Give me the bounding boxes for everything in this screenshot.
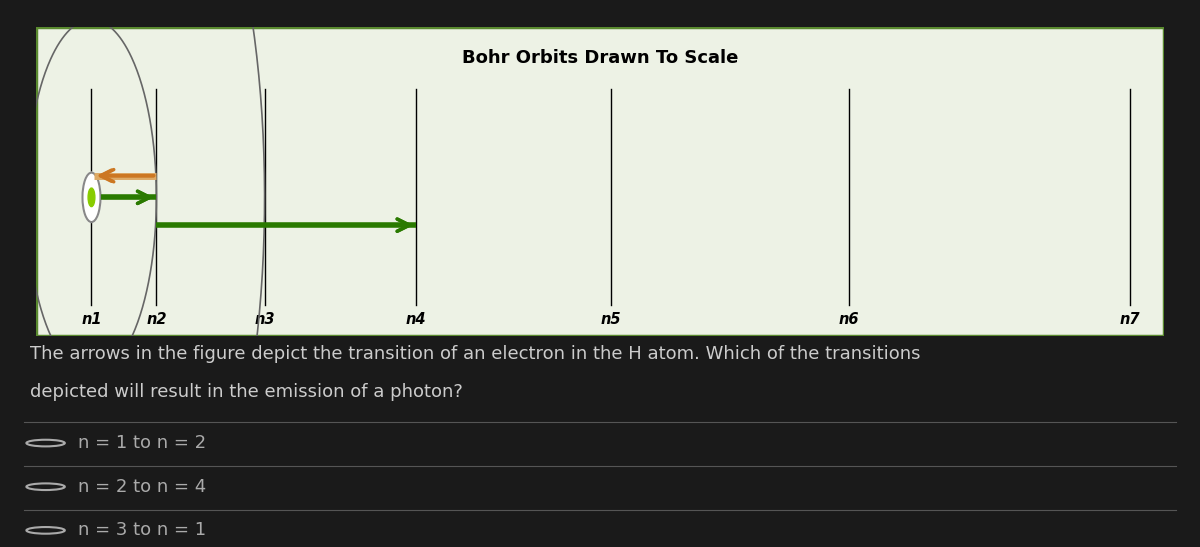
Text: n = 2 to n = 4: n = 2 to n = 4 (78, 478, 206, 496)
Text: depicted will result in the emission of a photon?: depicted will result in the emission of … (30, 383, 463, 401)
Text: n2: n2 (146, 312, 167, 327)
Text: The arrows in the figure depict the transition of an electron in the H atom. Whi: The arrows in the figure depict the tran… (30, 345, 920, 363)
Text: Bohr Orbits Drawn To Scale: Bohr Orbits Drawn To Scale (462, 49, 738, 67)
Text: n1: n1 (82, 312, 102, 327)
Circle shape (88, 188, 95, 207)
Text: n = 1 to n = 2: n = 1 to n = 2 (78, 434, 206, 452)
Text: n3: n3 (254, 312, 275, 327)
Text: n6: n6 (839, 312, 859, 327)
Text: n4: n4 (406, 312, 426, 327)
Text: n7: n7 (1120, 312, 1140, 327)
Text: n5: n5 (600, 312, 622, 327)
Circle shape (83, 173, 101, 222)
Text: n = 3 to n = 1: n = 3 to n = 1 (78, 521, 206, 539)
